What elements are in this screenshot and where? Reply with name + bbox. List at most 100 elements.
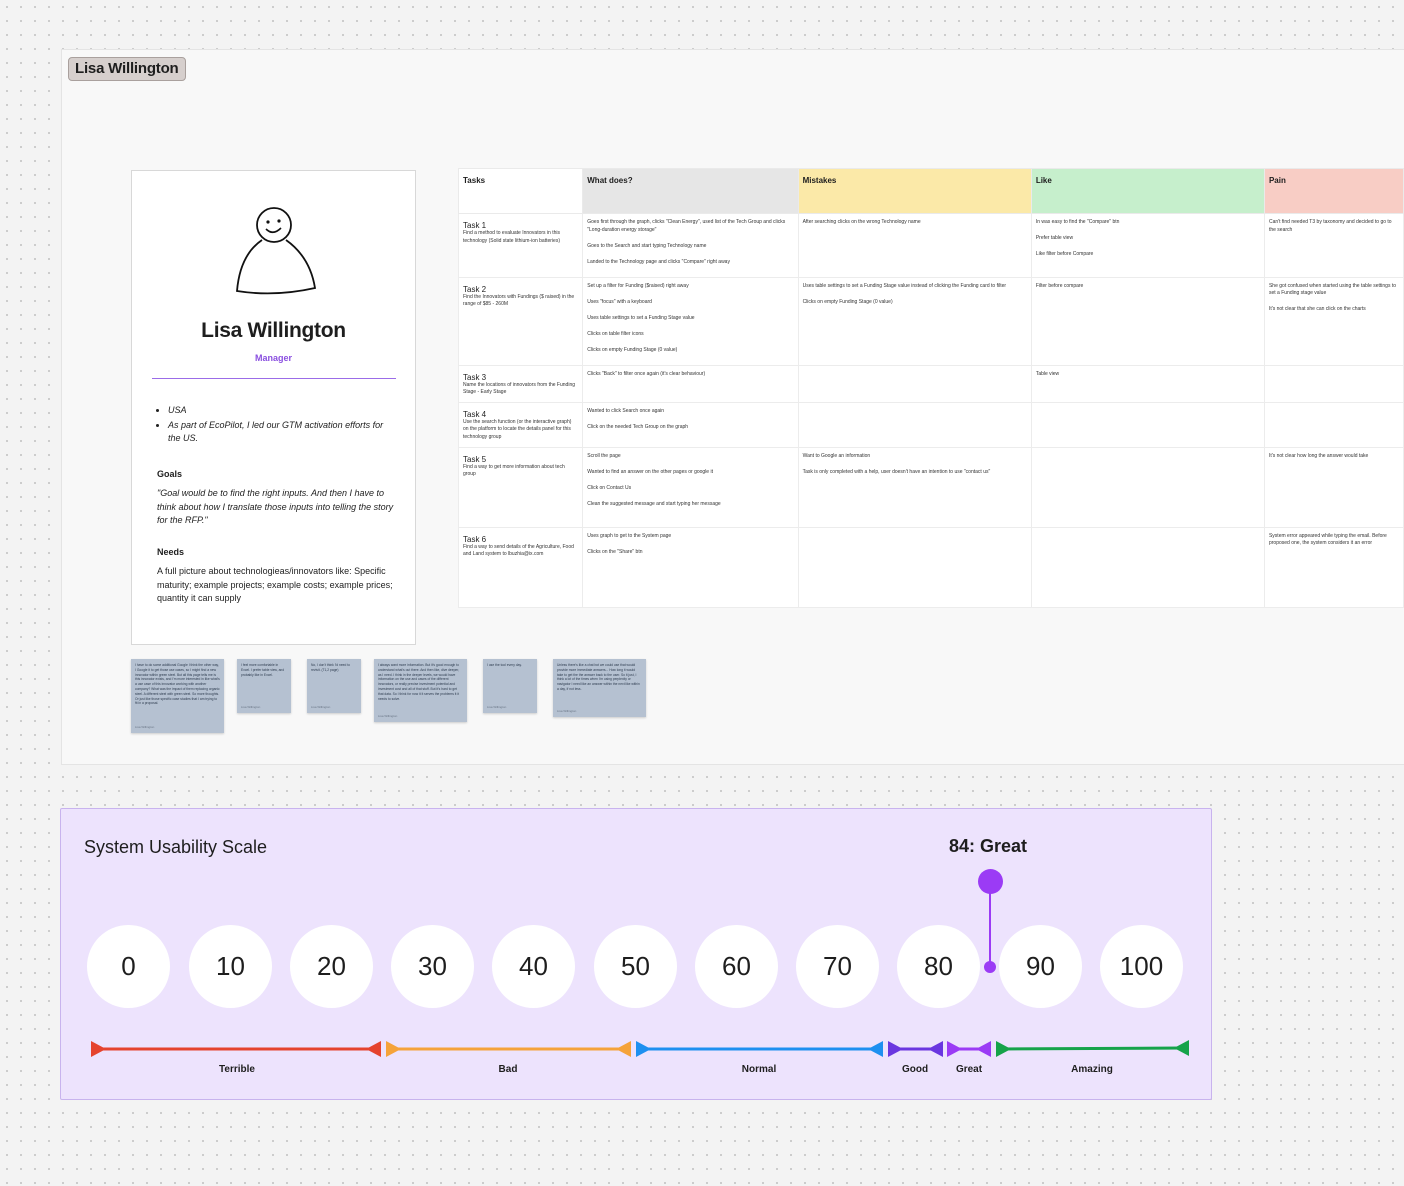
mistakes-cell[interactable]	[797, 526, 1032, 608]
cell-note: Uses "focus" with a keyboard	[587, 298, 652, 305]
scale-point-70: 70	[796, 925, 879, 1008]
cell-note: Clicks "Back" to filter once again (it's…	[587, 370, 706, 377]
mistakes-cell[interactable]	[797, 364, 1032, 403]
bullet-location: USA	[168, 404, 388, 418]
needs-text: A full picture about technologieas/innov…	[157, 566, 393, 603]
persona-card[interactable]: Lisa Willington Manager USA As part of E…	[131, 170, 416, 645]
scale-point-90: 90	[999, 925, 1082, 1008]
cell-note: Wanted to click Search once again	[587, 407, 665, 414]
sticky-note[interactable]: Unless there's like a chat bot we could …	[553, 659, 646, 717]
scale-point-40: 40	[492, 925, 575, 1008]
pain-cell[interactable]	[1263, 364, 1404, 403]
task-description: Use the search function (or the interact…	[463, 418, 572, 440]
range-arrow-normal	[636, 1041, 883, 1057]
sticky-note[interactable]: I feel more comfortable in Excel. I pref…	[237, 659, 291, 713]
task-title: Task 3	[463, 372, 487, 382]
sticky-note[interactable]: I use the tool every day. Lisa Willingto…	[483, 659, 537, 713]
pain-cell[interactable]: She got confused when started using the …	[1263, 276, 1404, 366]
cell-note: Wanted to find an answer on the other pa…	[587, 468, 713, 475]
task-description: Find a method to evaluate Innovators in …	[463, 230, 561, 244]
persona-bullets: USA As part of EcoPilot, I led our GTM a…	[168, 404, 388, 447]
range-label-normal: Normal	[741, 1064, 777, 1075]
does-cell[interactable]: Set up a filter for Funding ($raised) ri…	[582, 276, 799, 366]
cell-note: Scroll the page	[587, 452, 621, 459]
sticky-note[interactable]: No, I don't think I'd need to revisit. (…	[307, 659, 361, 713]
mistakes-cell[interactable]	[797, 401, 1032, 448]
cell-note: In was easy to find the "Compare" btn	[1035, 219, 1120, 225]
task-cell[interactable]: Task 5 Find a way to get more information…	[457, 446, 584, 528]
table-header-cell: Tasks	[457, 168, 584, 214]
cell-note: Can't find needed T3 by taxonomy and dec…	[1268, 219, 1392, 233]
score-pin-head	[978, 869, 1003, 894]
sticky-note[interactable]: I have to do some additional Google I th…	[131, 659, 224, 733]
range-arrow-amazing	[996, 1040, 1189, 1057]
pain-cell[interactable]: System error appeared while typing the e…	[1263, 526, 1404, 608]
sticky-note[interactable]: I always want more information. But it's…	[374, 659, 467, 722]
table-row: Task 4 Use the search function (or the in…	[457, 401, 1404, 448]
goals-heading: Goals	[157, 469, 183, 479]
does-cell[interactable]: Wanted to click Search once again Click o…	[582, 401, 799, 448]
cell-note: It's not clear how long the answer would…	[1268, 452, 1369, 459]
like-cell[interactable]: Table view	[1030, 364, 1265, 403]
scale-point-30: 30	[391, 925, 474, 1008]
like-cell[interactable]	[1030, 401, 1265, 448]
frame-title-tag[interactable]: Lisa Willington	[68, 57, 186, 81]
table-row: Task 1 Find a method to evaluate Innovato…	[457, 213, 1404, 278]
table-row: Task 2 Find the Innovators with Fundings …	[457, 276, 1404, 366]
does-cell[interactable]: Clicks "Back" to filter once again (it's…	[582, 364, 799, 403]
task-cell[interactable]: Task 1 Find a method to evaluate Innovato…	[457, 213, 584, 278]
persona-name: Lisa Willington	[201, 319, 346, 342]
cell-note: Set up a filter for Funding ($raised) ri…	[587, 282, 689, 289]
task-cell[interactable]: Task 6 Find a way to send details of the …	[457, 526, 584, 608]
task-cell[interactable]: Task 4 Use the search function (or the in…	[457, 401, 584, 448]
range-label-terrible: Terrible	[219, 1064, 255, 1075]
range-label-amazing: Amazing	[1071, 1064, 1113, 1075]
sus-score-label: 84: Great	[949, 836, 1028, 856]
task-cell[interactable]: Task 3 Name the locations of innovators f…	[457, 364, 584, 403]
task-title: Task 1	[463, 221, 487, 230]
table-header-cell: Mistakes	[797, 168, 1032, 214]
cell-note: After searching clicks on the wrong Tech…	[802, 219, 921, 225]
does-cell[interactable]: Goes first through the graph, clicks "Cl…	[582, 213, 799, 278]
like-cell[interactable]	[1030, 526, 1265, 608]
does-cell[interactable]: Uses graph to get to the System page Clic…	[582, 526, 799, 608]
pain-cell[interactable]: It's not clear how long the answer would…	[1263, 446, 1404, 528]
table-header-cell: What does?	[582, 168, 799, 214]
table-row: Task 6 Find a way to send details of the …	[457, 526, 1404, 608]
task-title: Task 5	[463, 454, 487, 464]
cell-note: Click on Contact Us	[587, 484, 632, 491]
usability-findings-table[interactable]: Tasks What does? Mistakes Like Pain Task 1 Fi…	[457, 168, 1404, 608]
cell-note: Table view	[1035, 370, 1060, 377]
does-cell[interactable]: Scroll the page Wanted to find an answer …	[582, 446, 799, 528]
task-title: Task 4	[463, 409, 487, 419]
sus-panel[interactable]: System Usability Scale 84: Great 0 10 20 30…	[60, 808, 1212, 1100]
goals-text: "Goal would be to find the right inputs.…	[157, 488, 394, 525]
pain-cell[interactable]	[1263, 401, 1404, 448]
range-label-great: Great	[955, 1064, 983, 1075]
mistakes-cell[interactable]: After searching clicks on the wrong Tech…	[797, 213, 1032, 278]
like-cell[interactable]	[1030, 446, 1265, 528]
table-header-cell: Pain	[1263, 168, 1404, 214]
task-title: Task 2	[463, 284, 487, 294]
scale-point-80: 80	[897, 925, 980, 1008]
range-label-bad: Bad	[498, 1064, 518, 1075]
mistakes-cell[interactable]: Uses table settings to set a Funding Sta…	[797, 276, 1032, 366]
task-description: Find the Innovators with Fundings ($ rai…	[463, 293, 575, 308]
scale-point-0: 0	[87, 925, 170, 1008]
sus-range-arrows	[91, 1040, 1189, 1057]
like-cell[interactable]: Filter before compare	[1030, 276, 1265, 366]
mistakes-cell[interactable]: Want to Google an information Task is onl…	[797, 446, 1032, 528]
cell-note: Uses table settings to set a Funding Sta…	[802, 282, 1007, 289]
scale-point-10: 10	[189, 925, 272, 1008]
pain-cell[interactable]: Can't find needed T3 by taxonomy and dec…	[1263, 213, 1404, 278]
range-arrow-good	[888, 1041, 943, 1057]
table-header-cell: Like	[1030, 168, 1265, 214]
cell-note: Goes first through the graph, clicks "Cl…	[587, 219, 786, 233]
scale-point-60: 60	[695, 925, 778, 1008]
like-cell[interactable]: In was easy to find the "Compare" btn Pre…	[1030, 213, 1265, 278]
range-arrow-bad	[386, 1041, 631, 1057]
cell-note: System error appeared while typing the e…	[1268, 532, 1387, 547]
cell-note: Clicks on table filter icons	[587, 330, 644, 337]
table-row: Task 3 Name the locations of innovators f…	[457, 364, 1404, 403]
task-cell[interactable]: Task 2 Find the Innovators with Fundings …	[457, 276, 584, 366]
